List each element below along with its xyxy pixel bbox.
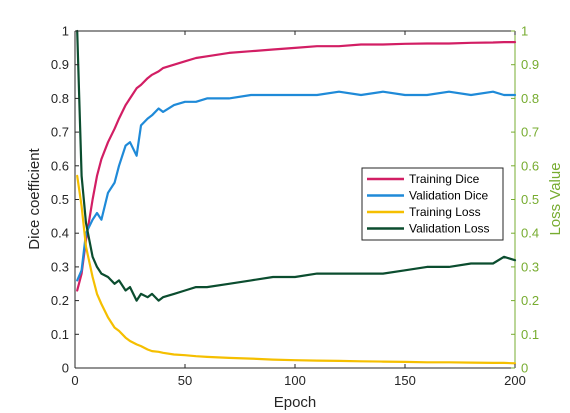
y-right-tick-label: 0.1 [521,327,539,342]
x-tick-label: 0 [71,373,78,388]
y-right-tick-label: 1 [521,24,528,39]
y-axis-left-label: Dice coefficient [26,147,43,249]
x-axis-label: Epoch [274,394,317,411]
y-left-tick-label: 1 [62,24,69,39]
y-right-tick-label: 0.2 [521,293,539,308]
legend-label: Training Loss [409,205,481,219]
y-axis-right-label: Loss Value [547,162,564,235]
y-right-tick-label: 0.3 [521,259,539,274]
legend-label: Training Dice [409,172,480,186]
y-right-tick-label: 0.8 [521,91,539,106]
y-right-tick-label: 0 [521,361,528,376]
legend: Training Dice Validation Dice Training Los… [361,167,504,241]
x-tick-label: 150 [394,373,416,388]
y-left-tick-label: 0.5 [51,192,69,207]
y-left-tick-label: 0.9 [51,57,69,72]
y-right-tick-label: 0.7 [521,125,539,140]
tick-layer: 0 50 100 150 20000.10.20.30.40.50.60.70.80.9… [51,24,539,389]
legend-label: Validation Dice [409,189,488,203]
y-left-tick-label: 0.4 [51,226,69,241]
x-tick-label: 200 [504,373,526,388]
y-right-tick-label: 0.5 [521,192,539,207]
series-line-validation-dice [76,90,517,282]
y-left-tick-label: 0.3 [51,259,69,274]
y-left-tick-label: 0.7 [51,125,69,140]
y-right-tick-label: 0.6 [521,158,539,173]
x-tick-label: 100 [284,373,306,388]
x-tick-label: 50 [178,373,192,388]
y-right-tick-label: 0.9 [521,57,539,72]
y-left-tick-label: 0.2 [51,293,69,308]
series-layer [76,29,517,365]
y-left-tick-label: 0.6 [51,158,69,173]
legend-label: Validation Loss [409,222,490,236]
series-line-validation-loss [76,29,517,302]
series-line-training-loss [76,174,517,365]
y-right-tick-label: 0.4 [521,226,539,241]
y-left-tick-label: 0.8 [51,91,69,106]
y-left-tick-label: 0.1 [51,327,69,342]
series-line-training-dice [76,40,517,292]
y-left-tick-label: 0 [62,361,69,376]
